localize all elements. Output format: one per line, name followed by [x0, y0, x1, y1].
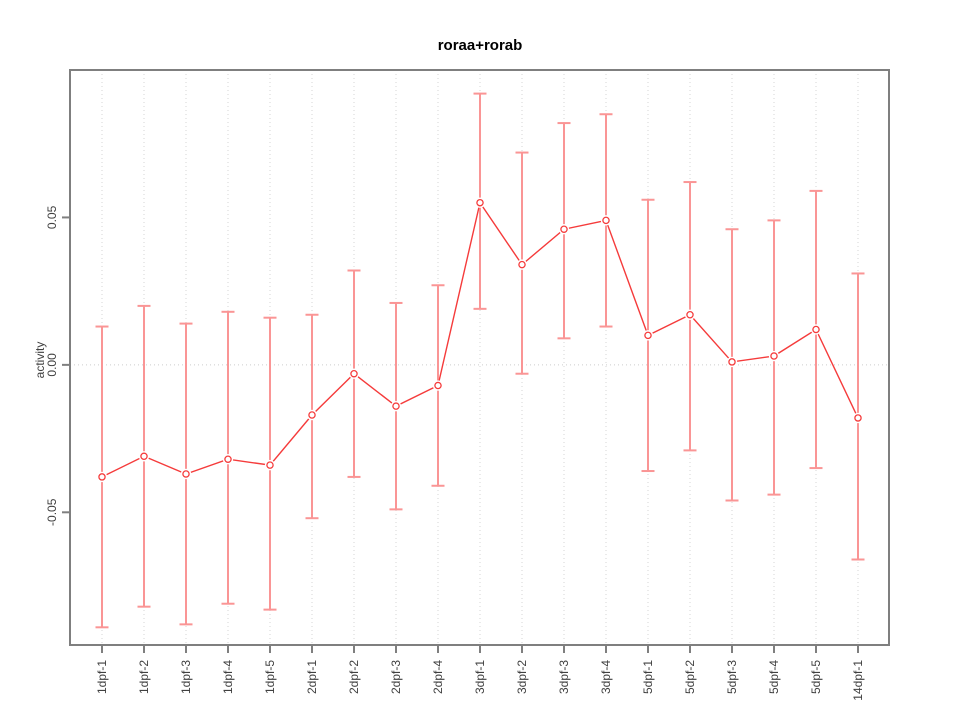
data-point	[140, 452, 148, 461]
x-tick-label: 3dpf-3	[557, 660, 571, 694]
data-point	[560, 225, 568, 233]
y-tick-label: -0.05	[45, 498, 59, 526]
axes-layer: -0.05 0.00 0.05 1dpf-1 1dpf-2 1dpf-3 1dpf-4 1dp…	[45, 69, 890, 701]
x-tick-label: 1dpf-2	[137, 660, 151, 694]
data-point	[224, 455, 232, 463]
y-tick-label: 0.00	[45, 353, 59, 377]
data-point	[854, 414, 862, 422]
data-point	[476, 198, 484, 207]
x-tick-label: 1dpf-4	[221, 660, 235, 694]
x-tick-label: 5dpf-2	[683, 660, 697, 694]
data-point	[812, 325, 820, 334]
x-tick-label: 3dpf-4	[599, 660, 613, 694]
data-point	[182, 470, 190, 478]
data-point	[602, 216, 610, 225]
x-tick-label: 2dpf-1	[305, 660, 319, 694]
grid-layer	[70, 70, 889, 645]
x-tick-label: 3dpf-1	[473, 660, 487, 694]
x-tick-label: 1dpf-3	[179, 660, 193, 694]
x-tick-label: 5dpf-5	[809, 660, 823, 694]
data-point	[728, 358, 736, 366]
data-point	[350, 369, 358, 378]
x-tick-label: 1dpf-1	[95, 660, 109, 694]
data-point	[308, 411, 316, 419]
data-point	[98, 473, 106, 481]
y-axis-label: activity	[33, 342, 47, 379]
x-tick-label: 3dpf-2	[515, 660, 529, 694]
data-point	[770, 352, 778, 360]
x-tick-label: 5dpf-4	[767, 660, 781, 694]
chart-title: roraa+rorab	[438, 37, 523, 54]
data-point	[518, 260, 526, 269]
data-point	[266, 461, 274, 469]
data-point	[392, 402, 400, 410]
x-tick-label: 5dpf-1	[641, 660, 655, 694]
x-tick-label: 1dpf-5	[263, 660, 277, 694]
x-tick-label: 5dpf-3	[725, 660, 739, 694]
plot-frame	[69, 69, 890, 646]
data-point	[434, 381, 442, 390]
data-layer	[95, 92, 865, 629]
y-tick-label: 0.05	[45, 205, 59, 229]
x-tick-label: 14dpf-1	[851, 660, 865, 701]
x-tick-label: 2dpf-3	[389, 660, 403, 694]
data-point	[644, 331, 652, 340]
x-tick-label: 2dpf-4	[431, 660, 445, 694]
x-tick-label: 2dpf-2	[347, 660, 361, 694]
data-point	[686, 310, 694, 319]
